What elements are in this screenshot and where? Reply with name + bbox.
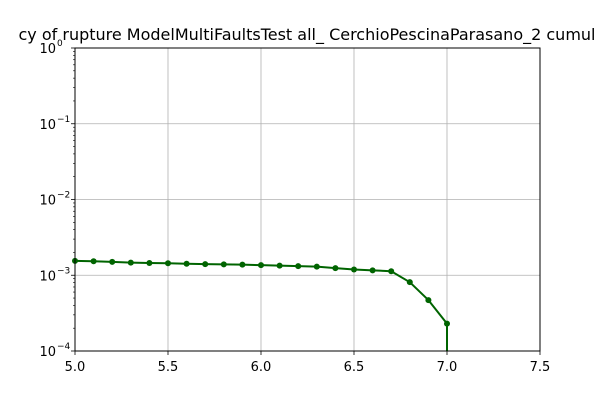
x-tick-label: 7.5 [530,360,551,375]
x-tick-label: 6.5 [344,360,365,375]
data-point [351,266,357,273]
x-tick-label: 7.0 [437,360,458,375]
y-tick-label: 10 [39,269,56,284]
x-tick-label: 5.5 [158,360,179,375]
data-point [369,267,376,274]
y-tick-label: 10 [39,345,56,360]
data-point [406,279,413,286]
x-tick-label: 5.0 [65,360,86,375]
data-point [444,320,450,327]
y-tick-exponent: −3 [57,266,70,276]
data-point [276,262,283,269]
data-point [313,263,320,270]
data-point [183,260,190,267]
data-point [165,260,171,267]
x-tick-label: 6.0 [251,360,272,375]
data-point [127,259,134,266]
y-tick-exponent: 0 [57,39,63,49]
data-point [90,258,97,265]
data-point [258,262,264,269]
data-point [332,265,339,272]
data-point [109,258,116,265]
data-point [239,261,246,268]
y-tick-label: 10 [39,118,56,133]
data-point [220,261,227,268]
series-layer [72,257,450,351]
data-point [388,268,395,275]
series-line [74,259,448,351]
chart-title: cy of rupture ModelMultiFaultsTest all_ … [19,25,596,45]
data-point [202,261,209,268]
y-tick-label: 10 [39,42,56,57]
y-tick-exponent: −2 [57,191,70,201]
y-tick-exponent: −4 [57,342,71,352]
data-point [146,260,153,267]
y-tick-label: 10 [39,194,56,209]
y-tick-exponent: −1 [57,115,70,125]
data-point [295,263,302,270]
data-point [425,297,432,304]
